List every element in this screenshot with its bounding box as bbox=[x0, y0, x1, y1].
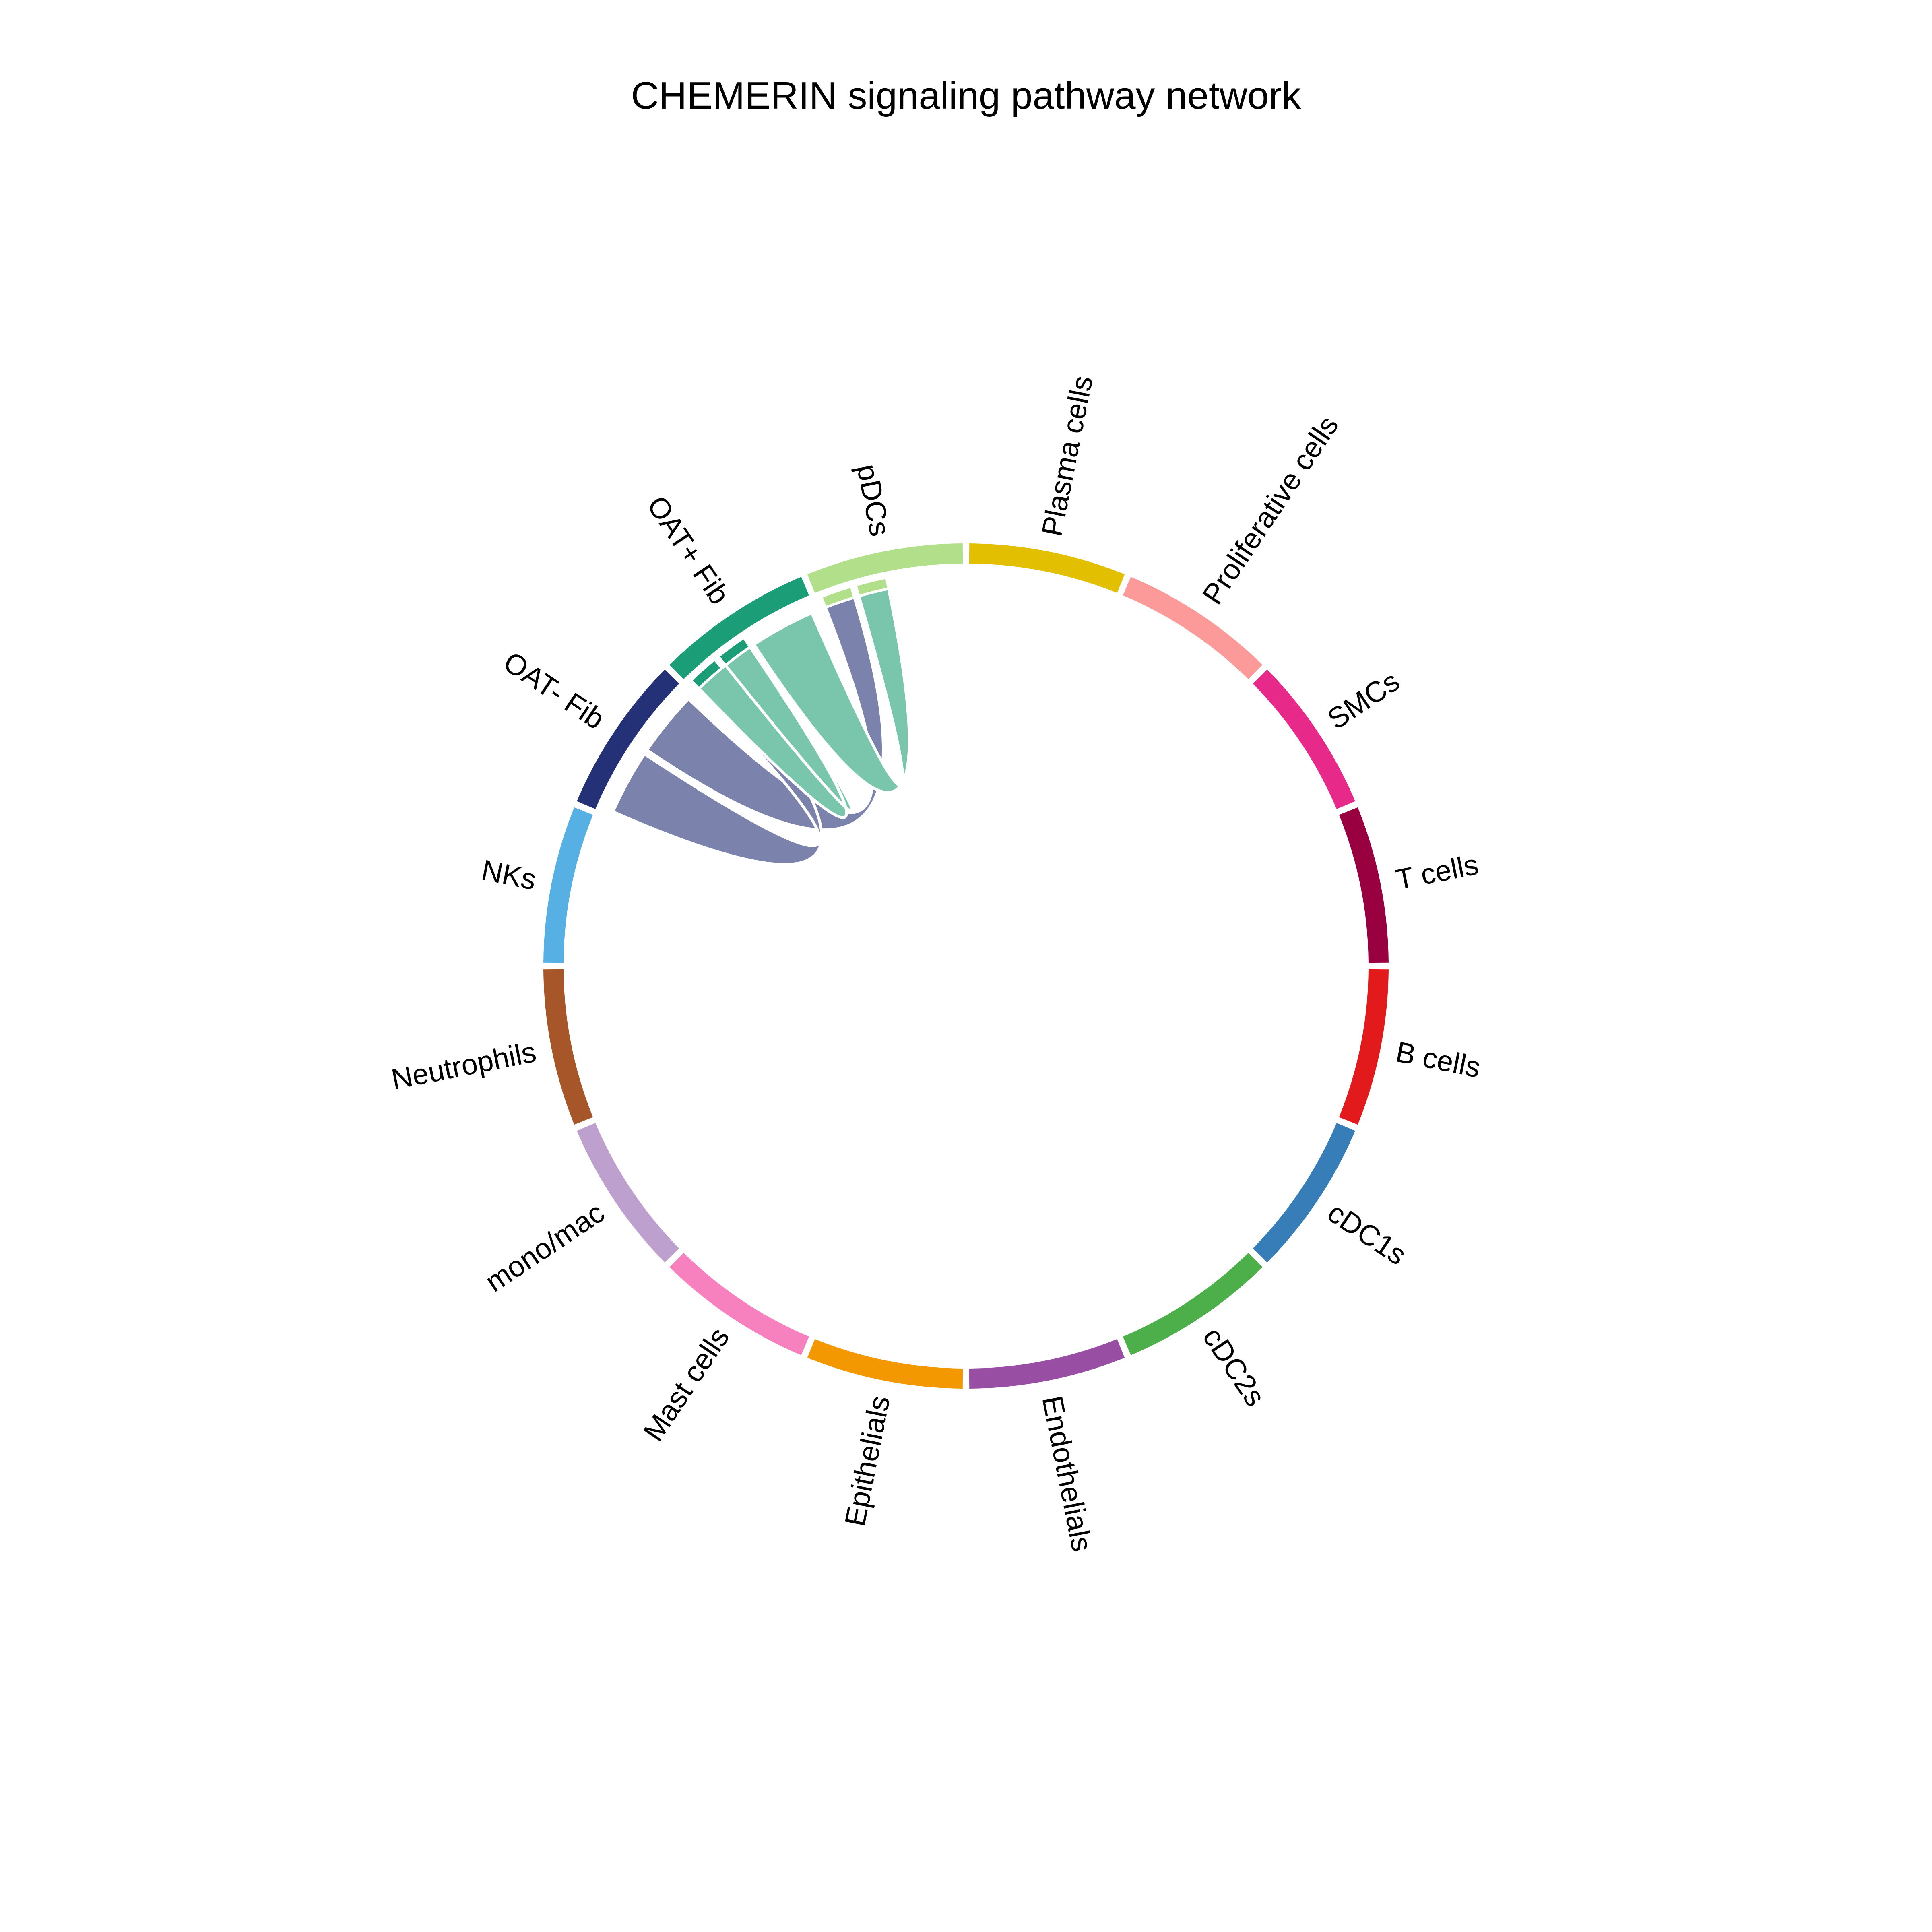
sector-label-cdc1s: cDC1s bbox=[1322, 1196, 1412, 1271]
sector-label-proliferative-cells: Proliferative cells bbox=[1196, 410, 1345, 610]
sector-proliferative-cells bbox=[1123, 577, 1263, 679]
sector-label-plasma-cells: Plasma cells bbox=[1036, 373, 1099, 539]
sector-label-cdc2s: cDC2s bbox=[1196, 1322, 1271, 1412]
target-band-oat-fib-to-oat-fib bbox=[689, 658, 724, 690]
sector-smcs bbox=[1253, 669, 1355, 809]
sector-b-cells bbox=[1339, 969, 1389, 1125]
sector-label-nks: NKs bbox=[479, 854, 539, 896]
sector-epithelials bbox=[807, 1339, 963, 1389]
sector-label-epithelials: Epithelials bbox=[839, 1393, 896, 1529]
sector-t-cells bbox=[1339, 807, 1389, 963]
sector-label-b-cells: B cells bbox=[1393, 1036, 1483, 1084]
sector-cdc1s bbox=[1253, 1123, 1355, 1263]
sector-label-oat-fib: OAT+ Fib bbox=[641, 490, 736, 610]
sector-label-mast-cells: Mast cells bbox=[637, 1322, 735, 1447]
sector-plasma-cells bbox=[969, 543, 1125, 593]
sector-endothelials bbox=[969, 1339, 1125, 1389]
sectors-layer bbox=[543, 543, 1389, 1389]
sector-label-smcs: SMCs bbox=[1322, 665, 1405, 735]
sector-label-oat-fib: OAT- Fib bbox=[497, 646, 610, 736]
sector-label-neutrophils: Neutrophils bbox=[389, 1036, 539, 1096]
sector-pdcs bbox=[807, 543, 963, 593]
links-layer bbox=[611, 587, 911, 866]
sector-mast-cells bbox=[669, 1253, 809, 1355]
sector-cdc2s bbox=[1123, 1253, 1263, 1355]
target-band-oat-fib-to-oat-fib bbox=[716, 636, 752, 667]
sector-label-endothelials: Endothelials bbox=[1036, 1393, 1098, 1554]
sector-nks bbox=[543, 807, 593, 963]
sector-oat-fib bbox=[669, 577, 809, 679]
sector-mono-mac bbox=[577, 1123, 679, 1263]
sector-label-pdcs: pDCs bbox=[850, 462, 896, 539]
link-oat-fib-to-oat-fib bbox=[697, 645, 854, 819]
inner-bands-layer bbox=[689, 576, 890, 690]
sector-neutrophils bbox=[543, 969, 593, 1125]
target-band-oat-fib-to-pdcs bbox=[854, 576, 890, 598]
sector-oat-fib bbox=[577, 669, 679, 809]
sector-label-t-cells: T cells bbox=[1393, 848, 1481, 896]
sector-label-mono-mac: mono/mac bbox=[480, 1196, 610, 1298]
target-band-oat-fib-to-pdcs bbox=[819, 585, 856, 609]
diagram-title: CHEMERIN signaling pathway network bbox=[631, 74, 1302, 117]
